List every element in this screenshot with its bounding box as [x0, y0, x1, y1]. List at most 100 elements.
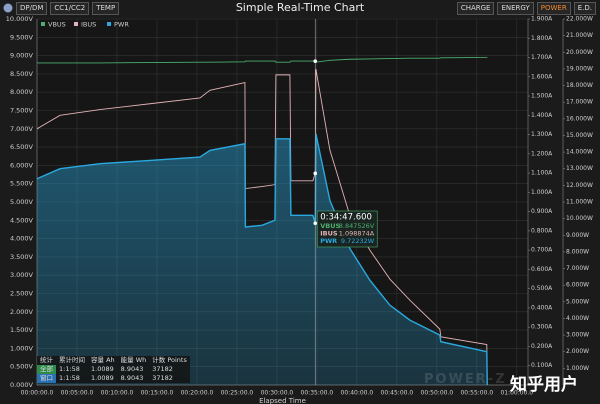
y-tick-label: 4.000W — [566, 315, 589, 322]
y-tick-label: 0.900A — [531, 208, 553, 215]
tooltip — [316, 210, 378, 248]
tooltip-time: 0:34:47.600 — [320, 213, 372, 223]
x-tick-label: 00:35:00.0 — [301, 390, 334, 397]
x-tick-label: 00:55:00.0 — [460, 390, 493, 397]
y-tick-label: 7.000V — [10, 125, 34, 133]
tab[interactable]: CC1/CC2 — [50, 2, 90, 15]
y-tick-label: 0.700A — [531, 247, 553, 254]
y-tick-label: 0.100A — [531, 362, 553, 369]
y-tick-label: 2.000W — [566, 348, 589, 355]
y-tick-label: 0.400A — [531, 304, 553, 311]
cursor-dot — [313, 221, 318, 226]
chart-title: Simple Real-Time Chart — [235, 1, 365, 14]
tab[interactable]: POWER — [536, 2, 571, 15]
y-tick-label: 0.800A — [531, 227, 553, 234]
y-tick-label: 18.000W — [566, 82, 593, 89]
area — [37, 133, 488, 385]
y-tick-label: 6.000V — [10, 161, 34, 169]
x-tick-label: 00:00:00.0 — [21, 390, 54, 397]
x-tick-label: 00:05:00.0 — [61, 390, 94, 397]
stats-header-cell: 累计时间 — [59, 356, 85, 364]
stats-cell: 全部 — [37, 365, 56, 374]
x-tick-label: 00:30:00.0 — [261, 390, 294, 397]
y-tick-label: 0.000V — [10, 381, 34, 389]
stats-cell: 1:1:58 — [59, 365, 80, 373]
legend-swatch — [107, 22, 111, 26]
y-tick-label: 7.000W — [566, 265, 589, 272]
y-tick-label: 8.000W — [566, 248, 589, 255]
y-tick-label: 1.900A — [531, 16, 553, 23]
y-tick-label: 21.000W — [566, 32, 593, 39]
y-tick-label: 12.000W — [566, 182, 593, 189]
stats-cell: 1:1:58 — [59, 374, 80, 382]
y-tick-label: 17.000W — [566, 99, 593, 106]
y-tick-label: 0.200A — [531, 343, 553, 350]
stats-cell: 1.0089 — [91, 365, 114, 373]
legend-swatch — [74, 22, 78, 26]
tab[interactable]: ENERGY — [497, 2, 534, 15]
stats-cell: 37182 — [152, 365, 173, 373]
cursor-dot — [313, 171, 318, 176]
stats-header-cell: 能量 Wh — [120, 356, 147, 364]
y-tick-label: 0.500V — [10, 363, 34, 371]
x-tick-label: 00:20:00.0 — [181, 390, 214, 397]
y-tick-label: 1.000A — [531, 189, 553, 196]
stats-cell: 8.9043 — [120, 374, 144, 382]
tab[interactable]: DP/DM — [16, 2, 48, 15]
stats-row: 窗口 1:1:58 1.0089 8.9043 37182 — [37, 374, 190, 383]
tooltip-value: 9.72232W — [341, 237, 375, 245]
x-tick-label: 00:10:00.0 — [101, 390, 134, 397]
tooltip-name: PWR — [320, 237, 337, 245]
y-tick-label: 22.000W — [566, 16, 593, 23]
y-tick-label: 4.500V — [10, 216, 34, 224]
y-tick-label: 9.000W — [566, 232, 589, 239]
credit: 知乎用户 — [510, 375, 578, 395]
y-tick-label: 3.500V — [10, 253, 34, 261]
tab[interactable]: E.D. — [573, 2, 596, 15]
tooltip-name: IBUS — [320, 230, 338, 238]
tooltip-value: 8.847526V — [339, 222, 375, 230]
y-tick-label: 1.500V — [10, 326, 34, 334]
y-tick-label: 19.000W — [566, 65, 593, 72]
y-tick-label: 1.000V — [10, 344, 34, 352]
y-tick-label: 8.500V — [10, 70, 34, 78]
y-tick-label: 2.000V — [10, 308, 34, 316]
x-tick-label: 00:25:00.0 — [221, 390, 254, 397]
tab[interactable]: CHARGE — [456, 2, 495, 15]
stats-cell: 窗口 — [37, 374, 56, 383]
y-tick-label: 2.500V — [10, 290, 34, 298]
y-tick-label: 0.600A — [531, 266, 553, 273]
x-tick-label: 00:40:00.0 — [341, 390, 374, 397]
y-tick-label: 16.000W — [566, 115, 593, 122]
series-line — [37, 56, 488, 64]
tooltip-name: VBUS — [320, 222, 340, 230]
y-tick-label: 0.500A — [531, 285, 553, 292]
y-tick-label: 15.000W — [566, 132, 593, 139]
legend-swatch — [41, 22, 45, 26]
x-tick-label: 00:50:00.0 — [421, 390, 454, 397]
y-tick-label: 1.300A — [531, 131, 553, 138]
series-line — [36, 133, 488, 386]
y-tick-label: 9.500V — [10, 33, 34, 41]
y-tick-label: 6.000W — [566, 282, 589, 289]
y-tick-label: 4.000V — [10, 235, 34, 243]
y-tick-label: 9.000V — [10, 52, 34, 60]
legend-label: PWR — [114, 21, 129, 29]
cursor-dot — [313, 59, 318, 63]
y-tick-label: 0.300A — [531, 324, 553, 331]
y-tick-label: 14.000W — [566, 149, 593, 156]
y-tick-label: 11.000W — [566, 199, 593, 206]
y-tick-label: 10.000W — [566, 215, 593, 222]
stats-header-cell: 统计 — [40, 356, 53, 364]
stats-cell: 1.0089 — [91, 374, 114, 382]
x-tick-label: 00:45:00.0 — [381, 390, 414, 397]
y-tick-label: 5.000W — [566, 298, 589, 305]
stats-cell: 37182 — [152, 374, 173, 382]
y-tick-label: 5.000V — [10, 198, 34, 206]
y-tick-label: 1.500A — [531, 93, 553, 100]
stats-table: 统计 累计时间 容量 Ah 能量 Wh 计数 Points 全部 1:1:58 1.0089 8… — [37, 356, 190, 383]
tab[interactable]: TEMP — [92, 2, 120, 15]
legend-label: IBUS — [81, 21, 96, 29]
stats-header-cell: 容量 Ah — [91, 356, 115, 364]
